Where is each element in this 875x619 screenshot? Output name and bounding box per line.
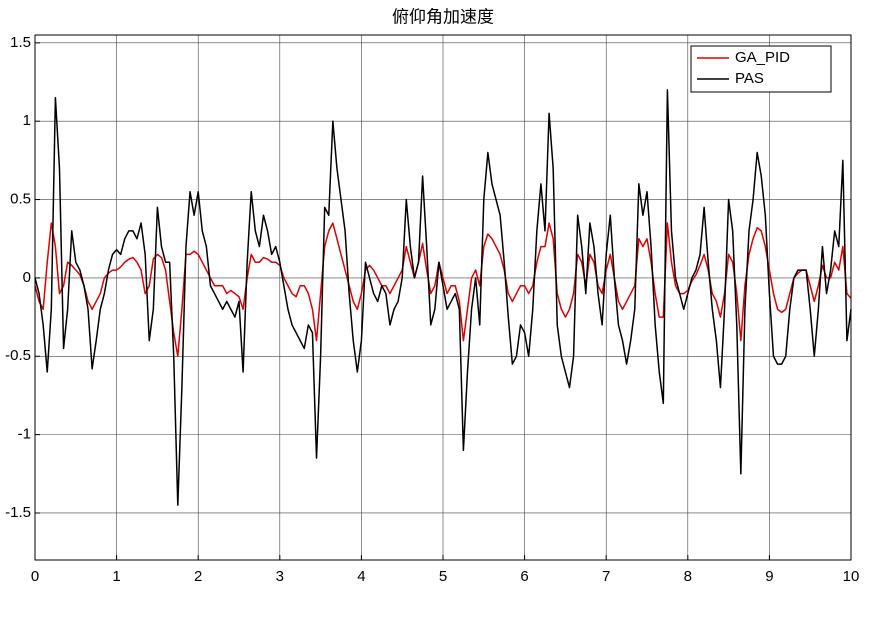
y-tick-label: 1 bbox=[23, 112, 31, 129]
y-tick-label: -1 bbox=[18, 426, 31, 443]
plot-frame bbox=[34, 34, 852, 561]
series-line bbox=[34, 222, 852, 358]
x-tick-label: 6 bbox=[520, 568, 528, 585]
x-tick-label: 7 bbox=[602, 568, 610, 585]
y-tick-label: 1.5 bbox=[10, 34, 31, 51]
x-tick-label: 3 bbox=[276, 568, 284, 585]
x-tick-label: 8 bbox=[684, 568, 692, 585]
legend-box bbox=[690, 45, 832, 93]
x-tick-label: 9 bbox=[765, 568, 773, 585]
y-tick-label: 0.5 bbox=[10, 191, 31, 208]
x-tick-label: 5 bbox=[439, 568, 447, 585]
chart-title: 俯仰角加速度 bbox=[392, 7, 494, 26]
y-tick-label: -0.5 bbox=[5, 347, 31, 364]
legend-label: PAS bbox=[735, 70, 764, 87]
legend-label: GA_PID bbox=[735, 49, 790, 66]
y-tick-label: -1.5 bbox=[5, 504, 31, 521]
series-line bbox=[34, 89, 852, 506]
x-tick-label: 4 bbox=[357, 568, 365, 585]
x-tick-label: 10 bbox=[843, 568, 860, 585]
x-tick-label: 2 bbox=[194, 568, 202, 585]
x-tick-label: 1 bbox=[112, 568, 120, 585]
y-tick-label: 0 bbox=[23, 269, 31, 286]
x-tick-label: 0 bbox=[31, 568, 39, 585]
